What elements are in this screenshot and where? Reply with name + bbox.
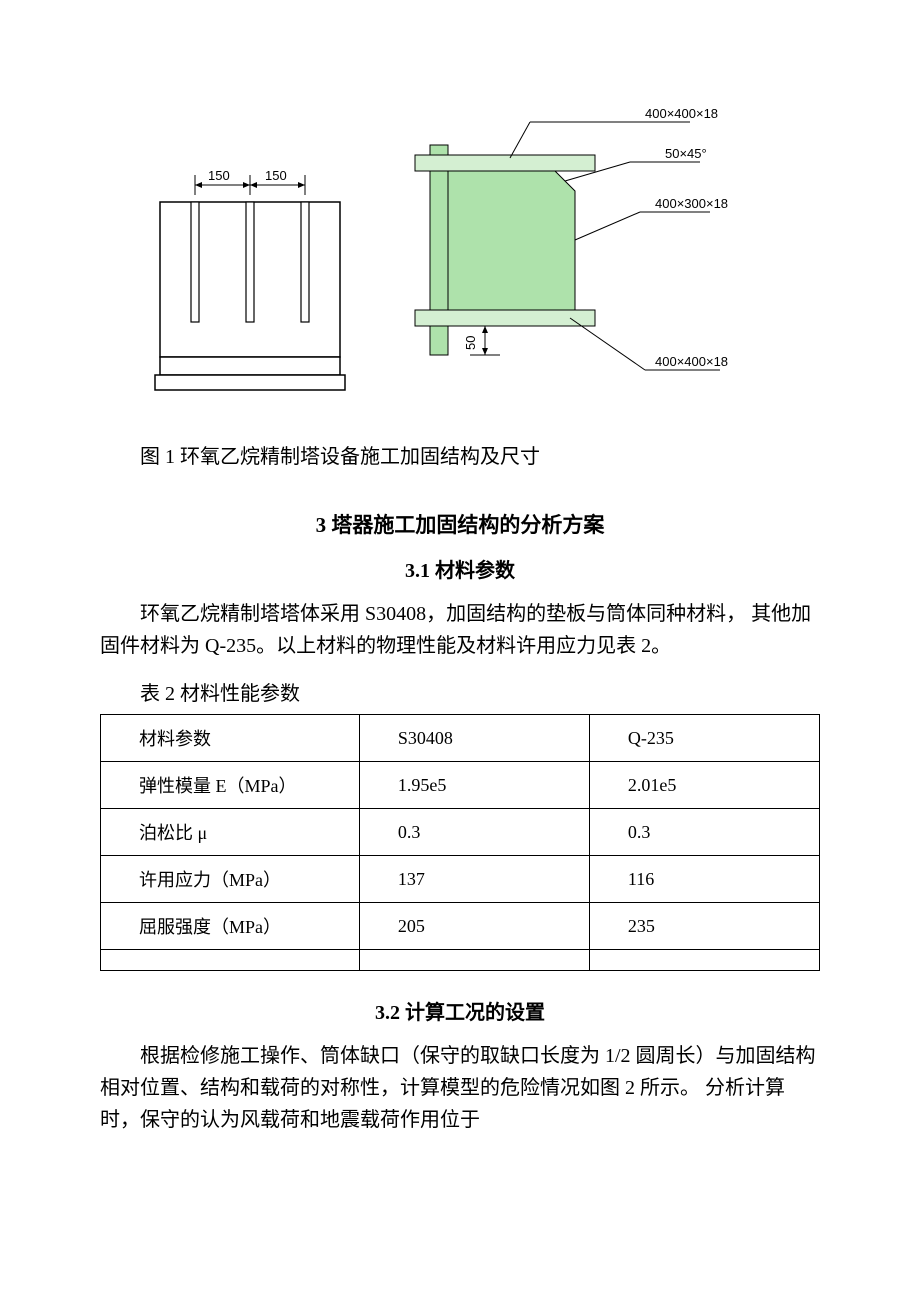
dim-left-2: 150 bbox=[265, 168, 287, 183]
table-row: 弹性模量 E（MPa） 1.95e5 2.01e5 bbox=[101, 762, 820, 809]
label-50: 50 bbox=[463, 336, 478, 350]
table-cell: 许用应力（MPa） bbox=[101, 856, 360, 903]
dim-left-1: 150 bbox=[208, 168, 230, 183]
table-row: 许用应力（MPa） 137 116 bbox=[101, 856, 820, 903]
table-cell: 0.3 bbox=[589, 809, 819, 856]
table-2-caption: 表 2 材料性能参数 bbox=[100, 677, 820, 706]
table-2: 材料参数 S30408 Q-235 弹性模量 E（MPa） 1.95e5 2.0… bbox=[100, 714, 820, 971]
table-cell: S30408 bbox=[359, 715, 589, 762]
table-cell: 235 bbox=[589, 903, 819, 950]
section-3-2-title: 3.2 计算工况的设置 bbox=[100, 996, 820, 1025]
table-row: 泊松比 μ 0.3 0.3 bbox=[101, 809, 820, 856]
table-cell: 205 bbox=[359, 903, 589, 950]
label-side: 400×300×18 bbox=[655, 196, 728, 211]
table-cell: 0.3 bbox=[359, 809, 589, 856]
table-cell: 材料参数 bbox=[101, 715, 360, 762]
section-3-1-body: 环氧乙烷精制塔塔体采用 S30408，加固结构的垫板与筒体同种材料， 其他加固件… bbox=[100, 598, 820, 662]
table-cell: 泊松比 μ bbox=[101, 809, 360, 856]
figure-1-caption: 图 1 环氧乙烷精制塔设备施工加固结构及尺寸 bbox=[140, 440, 820, 469]
label-chamfer: 50×45° bbox=[665, 146, 707, 161]
table-cell: 116 bbox=[589, 856, 819, 903]
table-row bbox=[101, 950, 820, 971]
table-cell bbox=[101, 950, 360, 971]
table-row: 材料参数 S30408 Q-235 bbox=[101, 715, 820, 762]
section-3-1-title: 3.1 材料参数 bbox=[100, 554, 820, 583]
diagram-left: 150 150 bbox=[140, 140, 360, 400]
section-3-2-body: 根据检修施工操作、筒体缺口（保守的取缺口长度为 1/2 圆周长）与加固结构相对位… bbox=[100, 1040, 820, 1136]
diagram-right: 400×400×18 50×45° 400×300×18 50 400×400×… bbox=[400, 100, 780, 400]
table-cell bbox=[359, 950, 589, 971]
table-cell bbox=[589, 950, 819, 971]
label-top: 400×400×18 bbox=[645, 106, 718, 121]
section-3-title: 3 塔器施工加固结构的分析方案 bbox=[100, 509, 820, 539]
table-cell: 屈服强度（MPa） bbox=[101, 903, 360, 950]
table-cell: 1.95e5 bbox=[359, 762, 589, 809]
table-cell: 2.01e5 bbox=[589, 762, 819, 809]
table-cell: 137 bbox=[359, 856, 589, 903]
table-row: 屈服强度（MPa） 205 235 bbox=[101, 903, 820, 950]
label-bottom: 400×400×18 bbox=[655, 354, 728, 369]
table-cell: Q-235 bbox=[589, 715, 819, 762]
diagram-area: 150 150 400×400×18 50×45° 400×300×18 bbox=[100, 100, 820, 400]
table-cell: 弹性模量 E（MPa） bbox=[101, 762, 360, 809]
